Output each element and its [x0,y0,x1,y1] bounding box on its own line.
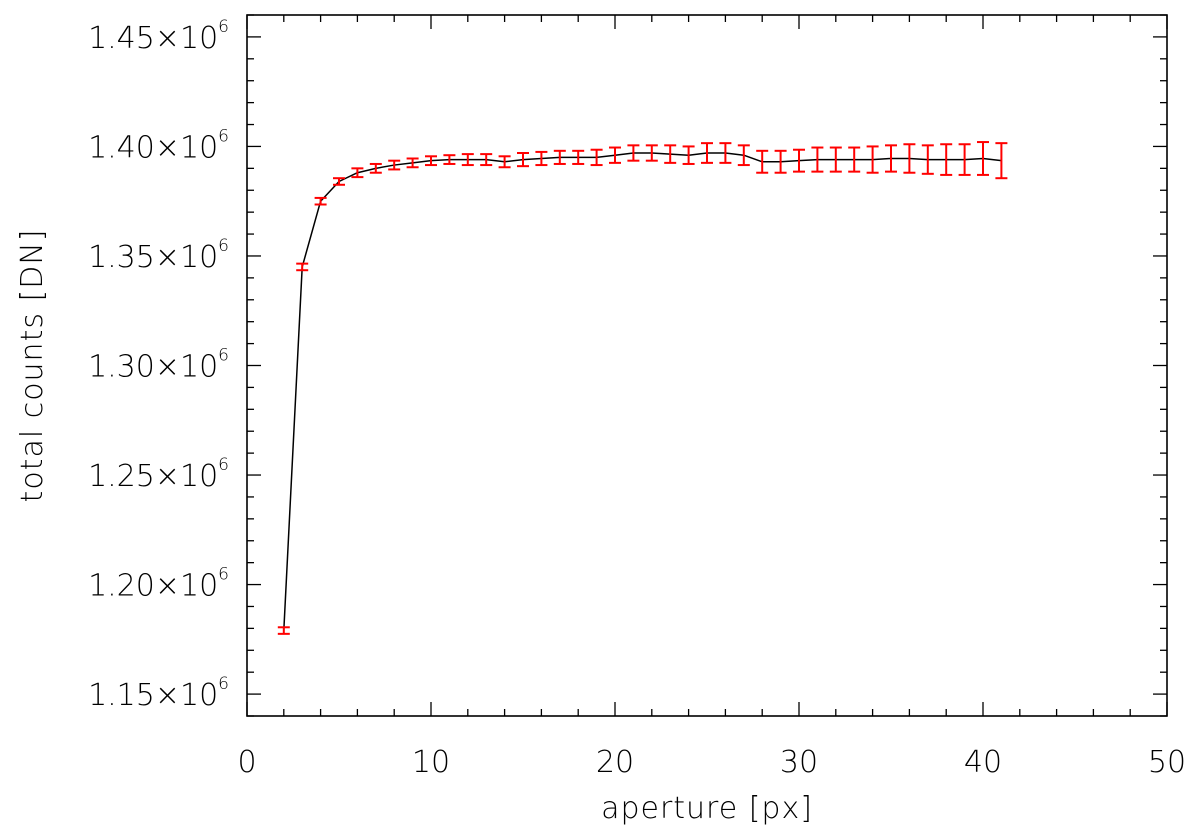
error-bar [664,144,677,164]
y-tick-label: 1.45×106 [88,17,229,56]
error-bar [995,142,1008,180]
y-tick-label: 1.40×106 [88,126,229,165]
error-bar [958,143,971,176]
x-tick-label: 40 [964,745,1002,780]
error-bar [848,146,861,173]
x-tick-labels: 0 10 20 30 40 50 [237,745,1186,780]
error-bar [425,155,437,167]
error-bar [480,153,493,167]
y-tick-label: 1.15×106 [88,674,229,713]
y-axis-label: total counts [DN] [15,229,50,503]
error-bar [921,144,934,175]
error-bar [572,149,585,165]
error-bar [866,145,879,174]
error-bar [829,146,842,173]
y-tick-label: 1.25×106 [88,455,229,494]
y-tick-label: 1.20×106 [88,565,229,604]
error-bar [645,144,658,162]
y-tick-labels: 1.15×106 1.20×106 1.25×106 1.30×106 1.35×106… [88,17,229,713]
y-tick-label: 1.35×106 [88,236,229,275]
x-tick-label: 0 [237,745,256,780]
x-axis-label: aperture [px] [601,791,813,826]
x-tick-label: 50 [1148,745,1186,780]
error-bar [977,141,989,176]
error-bar [535,150,548,167]
error-bar [333,177,345,186]
error-bar [443,154,456,165]
error-bar [793,148,805,173]
plot-frame [246,14,1168,717]
axis-ticks [246,14,1168,717]
error-bar [498,155,511,169]
x-tick-label: 20 [596,745,634,780]
error-bar [756,149,769,174]
error-bar [627,144,640,162]
error-bar [296,262,309,272]
error-bar [351,167,364,179]
error-bar [461,153,474,167]
error-bar [940,143,953,176]
x-tick-label: 10 [412,745,450,780]
error-bar [314,196,327,206]
series [277,141,1008,635]
error-bar [553,149,566,165]
error-bar [811,146,824,173]
error-bar [369,162,382,174]
error-bar [701,142,713,164]
error-bar [885,144,897,173]
series-line [283,152,1002,631]
error-bar [774,149,787,174]
error-bar [903,143,916,174]
error-bar [737,144,750,167]
error-bar [590,148,603,167]
error-bar [388,159,401,171]
x-tick-label: 30 [780,745,818,780]
error-bar [517,152,529,168]
y-tick-label: 1.30×106 [88,346,229,385]
error-bar [609,146,621,164]
error-bar [682,145,695,165]
error-bar [277,626,290,635]
error-bar [719,142,732,164]
error-bar [406,157,419,169]
